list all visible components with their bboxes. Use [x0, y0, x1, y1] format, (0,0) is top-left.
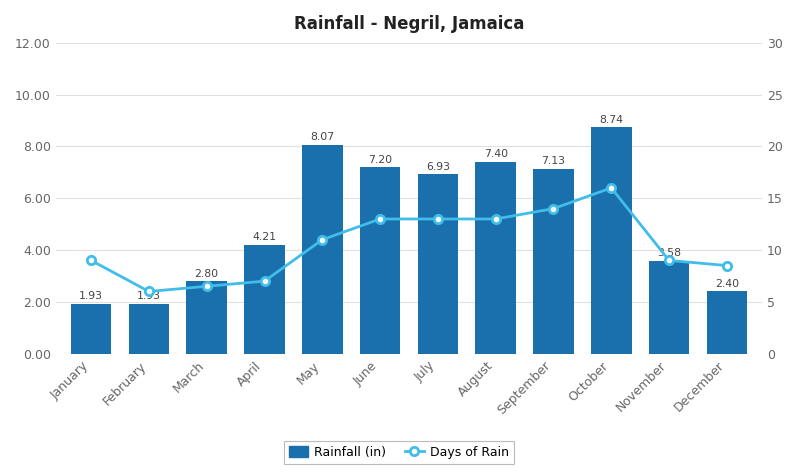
Bar	[591, 127, 631, 353]
Text: 8.74: 8.74	[599, 115, 623, 125]
Bar	[649, 261, 689, 353]
Text: 8.07: 8.07	[310, 132, 334, 142]
Text: 2.40: 2.40	[715, 279, 739, 289]
Legend: Rainfall (in), Days of Rain: Rainfall (in), Days of Rain	[284, 441, 514, 464]
Bar	[187, 281, 227, 353]
Bar	[533, 169, 574, 353]
Title: Rainfall - Negril, Jamaica: Rainfall - Negril, Jamaica	[294, 15, 524, 33]
Text: 3.58: 3.58	[657, 248, 681, 258]
Text: 7.40: 7.40	[484, 150, 508, 160]
Text: 7.13: 7.13	[542, 156, 566, 166]
Bar	[71, 304, 112, 353]
Text: 2.80: 2.80	[195, 268, 219, 278]
Bar	[128, 304, 169, 353]
Text: 7.20: 7.20	[368, 154, 392, 165]
Text: 4.21: 4.21	[252, 232, 276, 242]
Bar	[302, 145, 342, 353]
Bar	[476, 162, 516, 353]
Text: 1.93: 1.93	[79, 291, 103, 301]
Bar	[244, 245, 285, 353]
Bar	[360, 167, 401, 353]
Text: 6.93: 6.93	[426, 162, 450, 171]
Bar	[707, 292, 747, 353]
Bar	[417, 174, 458, 353]
Text: 1.93: 1.93	[137, 291, 161, 301]
